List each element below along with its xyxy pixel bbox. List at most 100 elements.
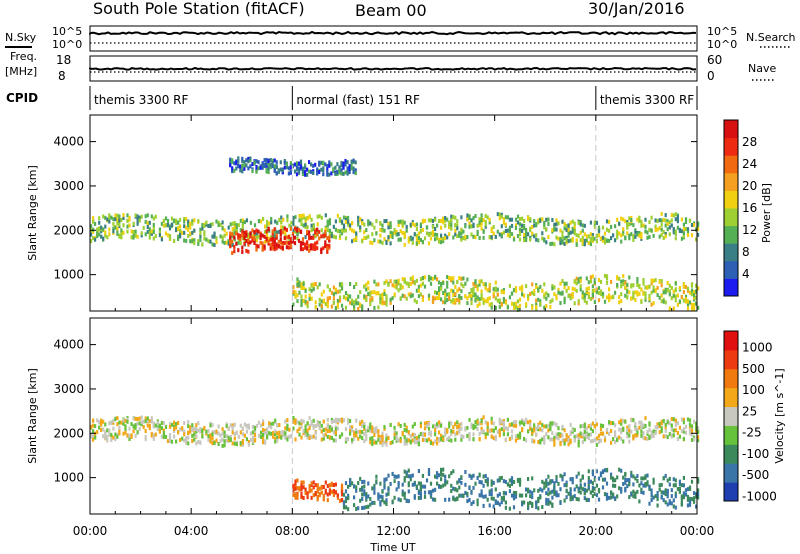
velocity-cell <box>504 500 507 505</box>
power-cell <box>452 300 455 305</box>
power-cell <box>658 295 661 300</box>
velocity-cell <box>579 431 582 436</box>
power-cell <box>351 228 354 233</box>
power-cell <box>421 218 424 223</box>
power-cell <box>648 235 651 239</box>
power-cell <box>565 238 568 243</box>
power-cell <box>634 230 637 235</box>
velocity-cell <box>371 425 374 430</box>
power-cell <box>269 165 272 170</box>
velocity-cell <box>100 418 103 423</box>
velocity-cell <box>569 477 572 482</box>
velocity-cell <box>417 438 420 443</box>
power-cell <box>324 233 327 238</box>
velocity-cell <box>502 432 505 437</box>
velocity-cell <box>409 439 412 444</box>
power-cell <box>597 225 601 230</box>
power-cell <box>642 223 645 228</box>
power-cell <box>678 229 681 233</box>
velocity-cell <box>181 436 184 441</box>
velocity-cell <box>589 439 592 444</box>
power-cell <box>502 288 505 292</box>
velocity-cell <box>383 440 386 445</box>
power-cell <box>116 226 119 231</box>
power-cell <box>229 162 232 167</box>
power-cell <box>458 294 461 299</box>
velocity-cell <box>407 489 410 494</box>
power-cell <box>328 288 331 292</box>
power-cell <box>357 307 360 311</box>
power-cell <box>555 296 558 301</box>
velocity-cell <box>162 428 165 433</box>
power-cell <box>260 219 263 224</box>
power-cell <box>304 165 307 170</box>
power-cell <box>662 290 665 295</box>
velocity-cell <box>480 426 483 431</box>
power-cell <box>595 290 598 295</box>
velocity-cell <box>587 476 590 481</box>
velocity-cell <box>632 482 635 487</box>
velocity-cell <box>512 420 516 425</box>
power-cell <box>610 224 613 229</box>
power-cell <box>504 222 507 227</box>
velocity-cell <box>484 494 487 499</box>
velocity-cell <box>173 426 176 431</box>
velocity-cell <box>128 437 131 441</box>
power-cell <box>434 227 437 231</box>
velocity-cell <box>460 437 463 442</box>
power-cell <box>92 236 95 241</box>
velocity-cell <box>500 475 503 480</box>
power-cell <box>603 237 607 242</box>
velocity-cell <box>454 437 457 442</box>
velocity-cell <box>429 441 433 445</box>
power-cell <box>328 163 331 168</box>
velocity-cell <box>272 421 275 426</box>
power-cell <box>571 286 574 291</box>
power-cell <box>417 240 420 245</box>
power-cell <box>668 306 671 311</box>
power-cell <box>622 232 625 237</box>
velocity-cell <box>415 484 418 489</box>
power-cell <box>237 248 240 253</box>
velocity-cell <box>193 426 196 431</box>
power-cell <box>278 217 281 222</box>
power-cell <box>261 247 264 252</box>
velocity-cell <box>417 491 420 496</box>
power-cell <box>379 300 382 305</box>
velocity-cell <box>243 422 246 427</box>
velocity-cell <box>266 427 269 432</box>
power-cell <box>452 280 455 285</box>
power-cell <box>100 225 103 230</box>
power-cell <box>664 218 667 223</box>
power-cell <box>134 229 137 234</box>
velocity-cell <box>521 420 524 425</box>
power-cell <box>494 280 497 285</box>
velocity-cell <box>112 435 115 440</box>
power-cell <box>474 284 477 288</box>
velocity-cell <box>610 495 613 500</box>
power-cell <box>656 227 659 232</box>
power-cell <box>498 216 501 221</box>
velocity-cell <box>557 481 560 486</box>
power-cell <box>326 228 329 233</box>
velocity-cell <box>419 421 422 426</box>
velocity-cell <box>650 498 653 502</box>
velocity-cell <box>440 469 443 473</box>
velocity-cell <box>565 488 568 493</box>
power-cell <box>450 288 453 293</box>
velocity-cell <box>383 479 386 484</box>
xtick-label: 04:00 <box>174 524 209 538</box>
velocity-cell <box>508 506 511 511</box>
power-cell <box>271 239 274 244</box>
velocity-cell <box>391 499 394 504</box>
velocity-cell <box>367 425 370 430</box>
velocity-cell <box>561 424 564 429</box>
velocity-cell <box>492 436 495 441</box>
velocity-cell <box>359 487 362 492</box>
power-cell <box>385 297 388 301</box>
velocity-cell <box>413 494 416 499</box>
power-cell <box>233 244 236 249</box>
power-cell <box>243 163 246 168</box>
power-cell <box>581 235 584 240</box>
